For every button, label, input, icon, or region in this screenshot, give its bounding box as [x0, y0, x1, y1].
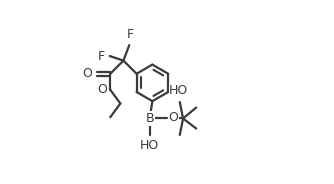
Text: F: F	[126, 27, 133, 40]
Text: HO: HO	[140, 139, 159, 152]
Text: B: B	[145, 112, 154, 125]
Text: O: O	[82, 67, 92, 80]
Text: O: O	[97, 83, 107, 96]
Text: HO: HO	[169, 84, 188, 98]
Text: F: F	[98, 49, 105, 63]
Text: O: O	[168, 112, 178, 124]
